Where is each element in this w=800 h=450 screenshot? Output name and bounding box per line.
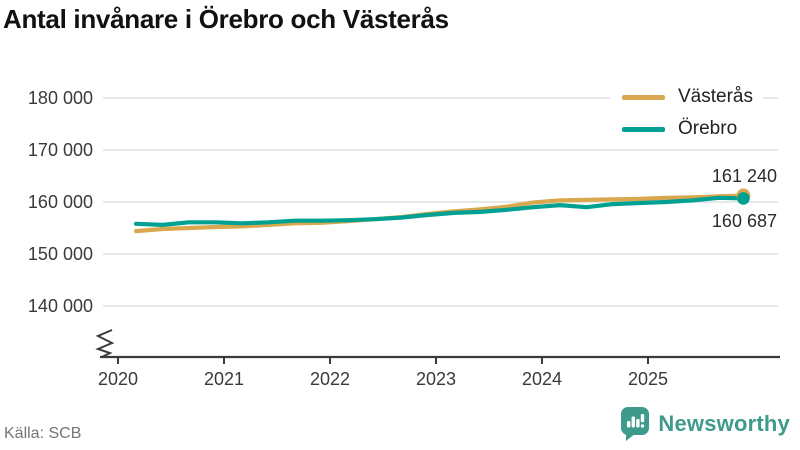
newsworthy-logo: Newsworthy	[619, 406, 790, 442]
x-axis-tick-label: 2025	[628, 369, 668, 389]
y-axis-tick-label: 150 000	[28, 244, 93, 264]
page-title: Antal invånare i Örebro och Västerås	[3, 4, 449, 34]
y-axis-tick-label: 160 000	[28, 192, 93, 212]
legend-label-orebro: Örebro	[678, 118, 738, 139]
x-axis-tick-label: 2024	[522, 369, 562, 389]
source-note: Källa: SCB	[4, 425, 82, 442]
x-axis-tick-label: 2020	[98, 369, 138, 389]
y-axis-tick-label: 180 000	[28, 88, 93, 108]
legend-label-vasteras: Västerås	[678, 86, 753, 107]
x-axis-tick-label: 2023	[416, 369, 456, 389]
end-value-label-vasteras: 161 240	[710, 166, 778, 187]
legend: Västerås Örebro	[610, 83, 763, 145]
x-axis-tick-label: 2021	[204, 369, 244, 389]
newsworthy-logo-icon	[621, 407, 650, 441]
y-axis-tick-label: 170 000	[28, 140, 93, 160]
series-line-orebro	[133, 195, 746, 227]
legend-swatch-orebro	[622, 126, 665, 132]
end-value-label-orebro: 160 687	[710, 211, 778, 232]
series-end-dot-orebro	[737, 192, 750, 205]
axis-break-icon	[95, 329, 115, 358]
legend-item-vasteras: Västerås	[622, 86, 753, 108]
y-axis-tick-label: 140 000	[28, 296, 93, 316]
x-axis-tick-label: 2022	[310, 369, 350, 389]
legend-swatch-vasteras	[622, 94, 665, 100]
newsworthy-logo-text: Newsworthy	[658, 411, 790, 436]
legend-item-orebro: Örebro	[622, 118, 753, 140]
